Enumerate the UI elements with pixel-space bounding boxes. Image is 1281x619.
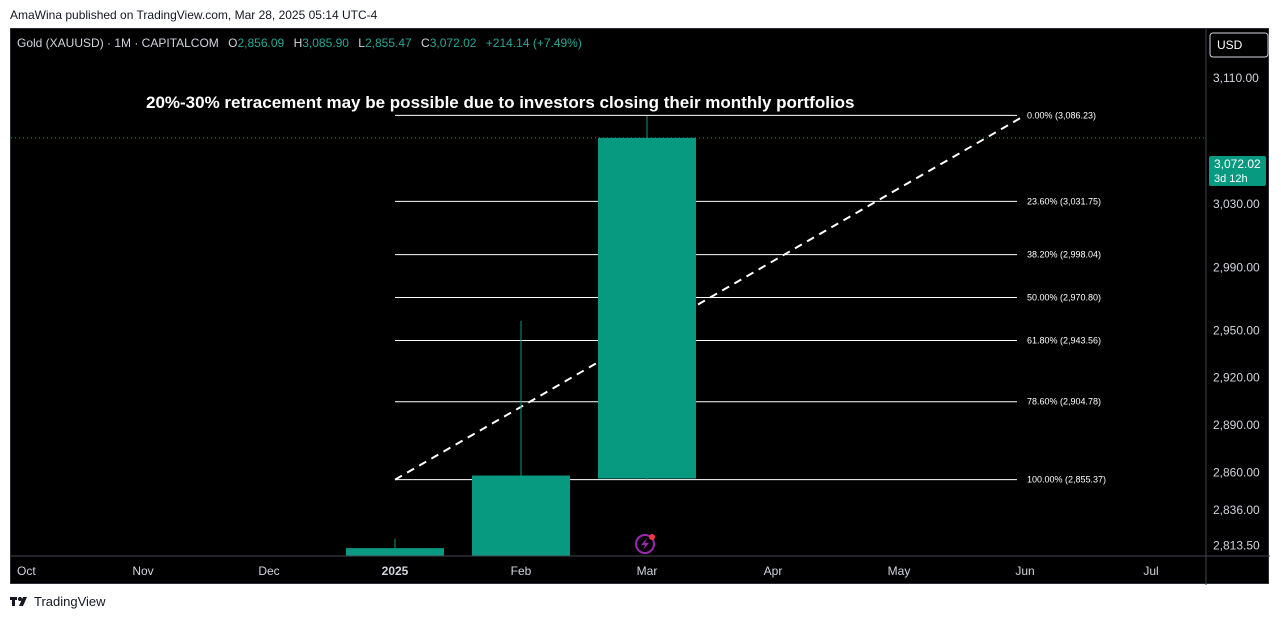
price-tick-label: 2,920.00 bbox=[1213, 371, 1260, 385]
legend-low-label: L bbox=[358, 36, 365, 50]
current-price-value: 3,072.02 bbox=[1214, 157, 1261, 171]
price-tick-label: 2,836.00 bbox=[1213, 503, 1260, 517]
time-axis[interactable]: Oct Nov Dec 2025 Feb Mar Apr May Jun Jul bbox=[17, 564, 1159, 578]
tradingview-logo-icon bbox=[10, 596, 27, 606]
legend-close-value: 3,072.02 bbox=[430, 36, 477, 50]
price-chart[interactable]: 0.00% (3,086.23) 23.60% (3,031.75) 38.20% … bbox=[11, 29, 1270, 585]
fib-level-label: 61.80% (2,943.56) bbox=[1027, 336, 1101, 346]
candle-body[interactable] bbox=[598, 137, 696, 479]
annotation-text[interactable]: 20%-30% retracement may be possible due … bbox=[146, 93, 855, 112]
current-price-tag: 3,072.02 3d 12h bbox=[1209, 156, 1266, 186]
fibonacci-retracement[interactable]: 0.00% (3,086.23) 23.60% (3,031.75) 38.20% … bbox=[395, 110, 1106, 485]
price-tick-label: 2,890.00 bbox=[1213, 418, 1260, 432]
price-tick-label: 3,030.00 bbox=[1213, 197, 1260, 211]
time-tick-label: Oct bbox=[17, 564, 36, 578]
time-tick-label: Feb bbox=[511, 564, 532, 578]
time-tick-label: May bbox=[888, 564, 911, 578]
price-axis[interactable]: 3,110.00 3,030.00 2,990.00 2,950.00 2,920.00… bbox=[1213, 71, 1260, 553]
legend-change: +214.14 (+7.49%) bbox=[486, 36, 582, 50]
price-tick-label: 3,110.00 bbox=[1213, 71, 1259, 85]
time-tick-label: 2025 bbox=[382, 564, 409, 578]
fib-level-label: 0.00% (3,086.23) bbox=[1027, 110, 1096, 120]
time-tick-label: Apr bbox=[764, 564, 783, 578]
price-tick-label: 2,813.50 bbox=[1213, 539, 1260, 553]
candle-body[interactable] bbox=[472, 475, 570, 556]
footer-brand: TradingView bbox=[10, 594, 106, 609]
price-tick-label: 2,950.00 bbox=[1213, 323, 1260, 337]
fib-level-label: 38.20% (2,998.04) bbox=[1027, 250, 1101, 260]
price-tick-label: 2,860.00 bbox=[1213, 465, 1260, 479]
bar-countdown: 3d 12h bbox=[1214, 173, 1248, 185]
legend-high-value: 3,085.90 bbox=[302, 36, 349, 50]
fib-level-label: 50.00% (2,970.80) bbox=[1027, 293, 1101, 303]
time-tick-label: Mar bbox=[637, 564, 658, 578]
dashed-trend-line[interactable] bbox=[394, 114, 1026, 481]
fib-level-label: 78.60% (2,904.78) bbox=[1027, 397, 1101, 407]
currency-button[interactable]: USD bbox=[1209, 32, 1269, 58]
legend-close-label: C bbox=[421, 36, 430, 50]
candle-body[interactable] bbox=[346, 548, 444, 556]
legend-open-label: O bbox=[228, 36, 237, 50]
price-tick-label: 2,990.00 bbox=[1213, 260, 1260, 274]
published-header: AmaWina published on TradingView.com, Ma… bbox=[10, 8, 378, 22]
legend-low-value: 2,855.47 bbox=[365, 36, 412, 50]
legend-high-label: H bbox=[294, 36, 303, 50]
time-tick-label: Jul bbox=[1143, 564, 1158, 578]
time-tick-label: Nov bbox=[132, 564, 153, 578]
lightning-icon[interactable] bbox=[635, 534, 655, 554]
footer-brand-text: TradingView bbox=[34, 594, 106, 609]
legend-open-value: 2,856.09 bbox=[238, 36, 285, 50]
legend-symbol: Gold (XAUUSD) · 1M · CAPITALCOM bbox=[17, 36, 219, 50]
fib-level-label: 100.00% (2,855.37) bbox=[1027, 475, 1106, 485]
fib-level-label: 23.60% (3,031.75) bbox=[1027, 196, 1101, 206]
chart-frame[interactable]: 0.00% (3,086.23) 23.60% (3,031.75) 38.20% … bbox=[10, 28, 1270, 585]
currency-label: USD bbox=[1217, 38, 1243, 52]
time-tick-label: Jun bbox=[1015, 564, 1034, 578]
legend-row: Gold (XAUUSD) · 1M · CAPITALCOM O2,856.0… bbox=[17, 36, 582, 50]
time-tick-label: Dec bbox=[258, 564, 279, 578]
candles[interactable] bbox=[346, 115, 696, 556]
